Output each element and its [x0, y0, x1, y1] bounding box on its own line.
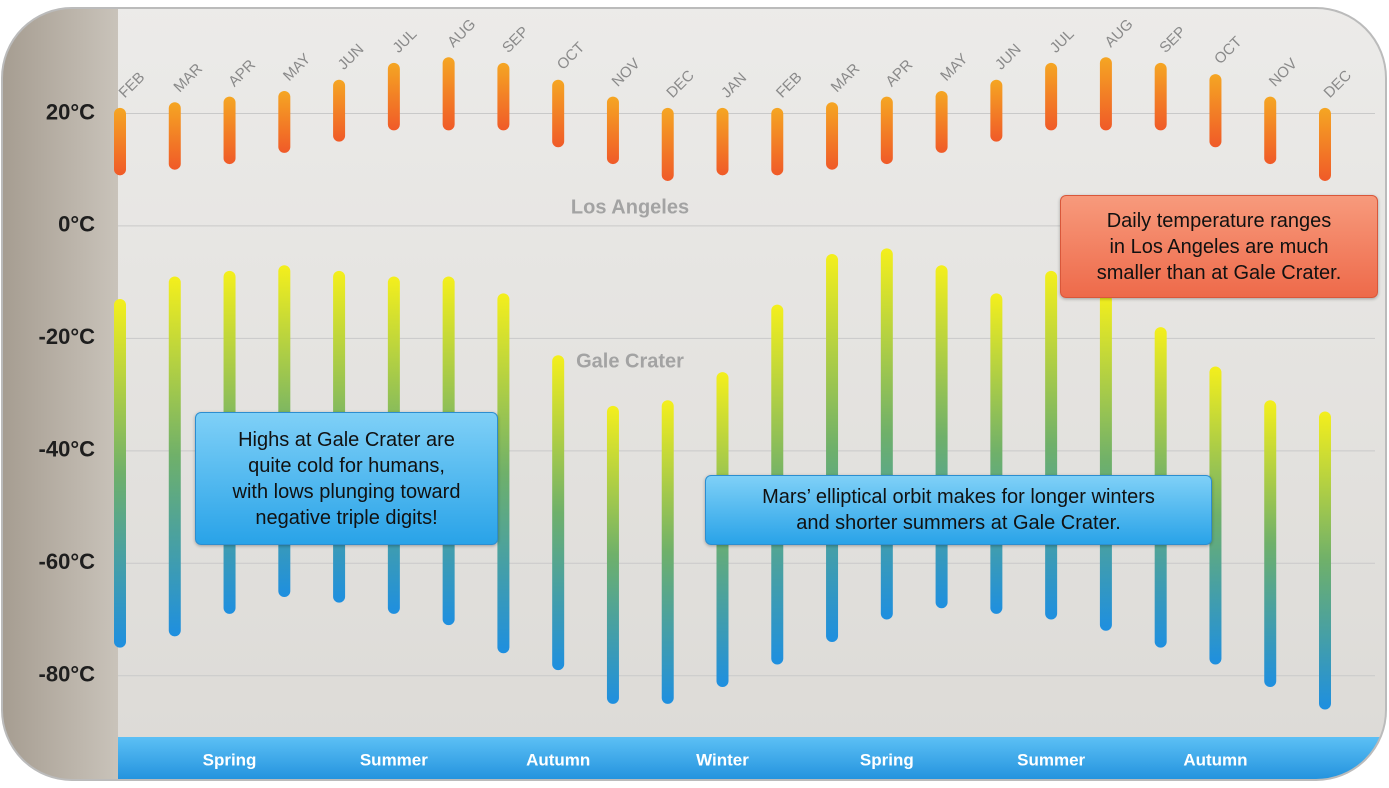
y-tick-label: -40°C [39, 437, 96, 462]
annotation-line: negative triple digits! [255, 506, 438, 529]
range-bar [771, 107, 784, 176]
annotation: Highs at Gale Crater are quite cold for h… [195, 412, 498, 545]
season-label: Summer [360, 750, 428, 769]
range-bar [716, 107, 729, 176]
range-bar [935, 90, 948, 153]
range-bar [497, 293, 510, 654]
annotation-line: Mars’ elliptical orbit makes for longer … [762, 486, 1155, 508]
axis-strip [2, 8, 118, 780]
range-bar [552, 79, 565, 148]
range-bar [990, 293, 1003, 614]
range-bar [1154, 62, 1167, 131]
range-bar [1209, 366, 1222, 665]
series-label: Los Angeles [571, 196, 689, 218]
annotation-line: Daily temperature ranges [1106, 209, 1332, 232]
range-bar [606, 405, 619, 704]
range-bar [552, 355, 565, 671]
series-label: Gale Crater [576, 350, 684, 372]
y-tick-label: -60°C [39, 549, 96, 574]
season-label: Summer [1017, 750, 1085, 769]
range-bar [1264, 400, 1277, 688]
annotation-line: Highs at Gale Crater are [238, 428, 455, 451]
season-label: Autumn [1183, 750, 1247, 769]
range-bar [223, 96, 236, 165]
range-bar [1319, 411, 1331, 710]
season-strip [118, 737, 1386, 780]
annotation-line: smaller than at Gale Crater. [1096, 261, 1342, 284]
y-tick-label: 0°C [58, 212, 95, 237]
range-bar [990, 79, 1003, 142]
annotation-line: in Los Angeles are much [1109, 235, 1329, 258]
y-tick-label: 20°C [46, 99, 95, 124]
range-bar [1045, 270, 1058, 620]
range-bar [114, 299, 126, 648]
range-bar [935, 265, 948, 609]
annotation: Mars’ elliptical orbit makes for longer … [705, 475, 1212, 545]
annotation-line: and shorter summers at Gale Crater. [796, 512, 1121, 534]
range-bar [1319, 107, 1331, 181]
range-bar [497, 62, 510, 131]
range-bar [880, 248, 893, 620]
range-bar [1209, 74, 1222, 148]
range-bar [278, 90, 291, 153]
season-label: Spring [203, 750, 257, 769]
range-bar [880, 96, 893, 165]
range-bar [168, 102, 181, 170]
range-bar [606, 96, 619, 165]
y-tick-label: -80°C [39, 662, 96, 687]
range-bar [387, 62, 400, 131]
range-bar [1264, 96, 1277, 165]
annotation: Daily temperature ranges in Los Angeles a… [1060, 195, 1378, 298]
range-bar [1099, 293, 1112, 631]
range-bar [661, 400, 674, 704]
range-bar [168, 276, 181, 637]
range-bar [114, 107, 126, 176]
range-bar [333, 79, 346, 142]
season-label: Autumn [526, 750, 590, 769]
range-bar [1045, 62, 1058, 131]
range-bar [442, 57, 455, 131]
range-bar [1099, 57, 1112, 131]
annotation-line: with lows plunging toward [232, 480, 461, 503]
season-label: Spring [860, 750, 914, 769]
range-bar [826, 254, 839, 643]
season-label: Winter [696, 750, 749, 769]
y-tick-label: -20°C [39, 324, 96, 349]
frame [1, 7, 1387, 781]
range-bar [826, 102, 839, 170]
range-bar [661, 107, 674, 181]
annotation-line: quite cold for humans, [248, 454, 445, 477]
